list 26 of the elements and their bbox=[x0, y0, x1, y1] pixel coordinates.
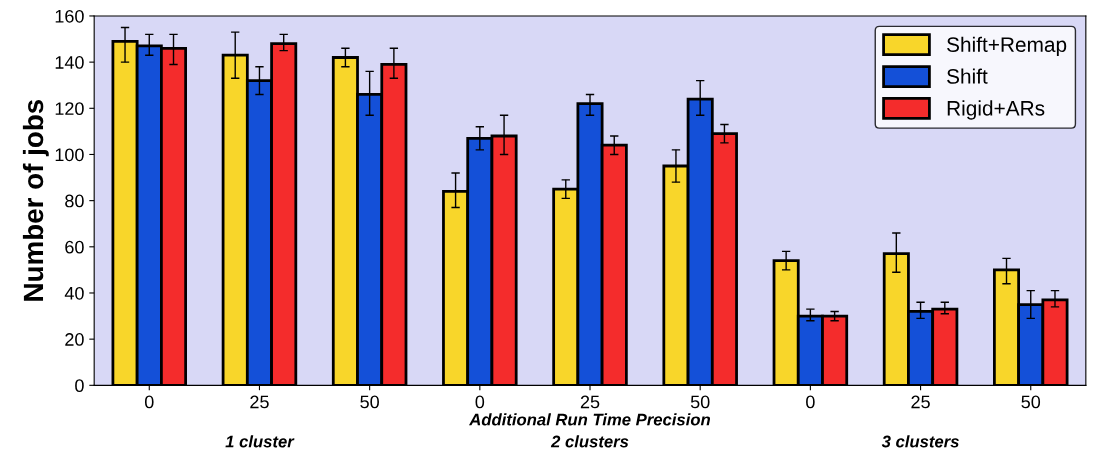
legend-label: Shift+Remap bbox=[947, 36, 1067, 57]
y-tick-label: 40 bbox=[64, 286, 84, 300]
x-tick-label: 50 bbox=[1021, 395, 1041, 409]
text: 1 cluster bbox=[225, 435, 295, 448]
y-tick-label: 120 bbox=[55, 102, 84, 116]
x-axis-title: Additional Run Time Precision bbox=[468, 413, 711, 426]
y-tick-label: 100 bbox=[55, 148, 84, 162]
legend-label: Shift bbox=[947, 68, 988, 84]
text: 2 clusters bbox=[550, 435, 629, 448]
x-tick-label: 50 bbox=[690, 395, 710, 409]
x-tick-label: 0 bbox=[144, 395, 154, 409]
x-tick-label: 0 bbox=[806, 395, 815, 409]
x-tick-label: 25 bbox=[580, 395, 600, 409]
y-axis-title: Number of jobs bbox=[22, 99, 49, 301]
x-tick-label: 0 bbox=[475, 395, 485, 409]
legend-label: Rigid+ARs bbox=[947, 100, 1045, 120]
text: 3 clusters bbox=[881, 435, 959, 448]
y-tick-label: 160 bbox=[55, 9, 84, 23]
y-tick-label: 0 bbox=[75, 379, 84, 393]
y-tick-label: 140 bbox=[55, 56, 84, 69]
x-tick-label: 50 bbox=[360, 395, 379, 409]
y-tick-label: 20 bbox=[65, 333, 84, 346]
x-tick-label: 25 bbox=[911, 395, 930, 409]
y-tick-label: 60 bbox=[65, 240, 84, 254]
x-tick-label: 25 bbox=[250, 395, 269, 409]
y-tick-label: 80 bbox=[65, 194, 84, 208]
